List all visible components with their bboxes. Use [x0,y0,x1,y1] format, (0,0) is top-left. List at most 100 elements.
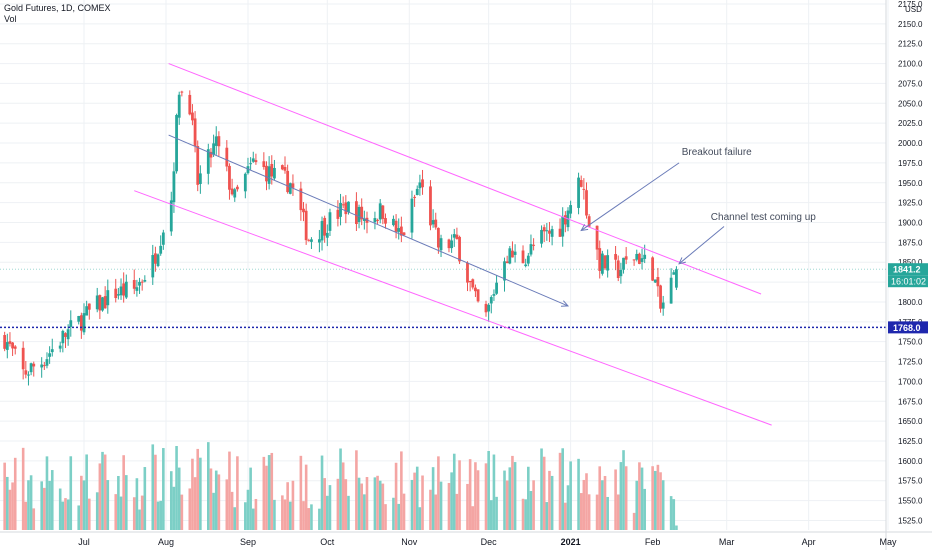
candle-body [362,218,366,221]
candle-body [267,166,271,184]
candle-body [64,333,67,337]
volume-bar [429,489,432,530]
volume-bar [162,448,165,530]
candle-body [339,202,342,217]
time-axis[interactable]: Jul Aug Sep Oct Nov Dec 2021 Feb Mar Apr May [0,531,932,547]
currency-label: USD [905,5,922,14]
volume-bar [437,456,440,530]
candle-body [82,313,86,333]
trendline-annotation-arrow-1 [580,162,680,231]
trendlines[interactable] [0,63,886,426]
candle-body [495,282,498,294]
candle-body [635,253,639,260]
trendline-channel-lower [134,190,772,426]
price-tick-label: 1725.0 [898,358,923,367]
candle-body [79,315,83,331]
volume-bar [48,480,51,530]
candles [3,90,678,386]
candle-body [235,186,239,190]
candle-body [563,215,567,225]
volume-bar [40,481,43,530]
candle-body [328,212,332,231]
volume-bar [180,494,184,530]
volume-bar [117,475,120,530]
volume-bar [122,455,125,530]
volume-bar [323,478,326,530]
candle-body [532,244,536,246]
volume-bar [318,508,321,530]
candle-body [317,239,321,243]
candle-body [392,218,395,226]
last-price-tag [888,263,928,276]
candle-body [172,171,176,203]
candle-body [434,219,438,228]
volume-bar [656,464,660,530]
volume-bar [447,482,451,530]
volume-bar [471,506,475,530]
volume-bar [188,488,192,530]
volume-bar [254,498,258,530]
price-tick-label: 2000.0 [898,139,923,148]
candle-body [58,345,62,349]
candle-body [177,94,181,118]
price-tick-label: 2175.0 [898,0,923,9]
candle-body [5,342,9,350]
volume-bar [381,483,385,530]
volume-bar [378,480,382,530]
candle-body [122,283,126,296]
volume-bar [27,480,30,530]
volume-bar [29,475,33,530]
candle-body [212,143,215,155]
candle-body [233,189,237,198]
annotation-label: Channel test coming up [711,212,817,223]
candle-body [169,200,173,232]
candle-body [505,261,509,264]
candle-body [436,227,440,248]
volume-bar [291,480,295,530]
candle-body [151,255,155,278]
candle-body [384,218,387,224]
volume-bar [513,462,517,530]
candle-body [619,270,623,277]
volume-bar [58,488,62,530]
candle-body [116,294,120,296]
candle-body [280,165,284,170]
candle-body [21,347,25,370]
volume-bar [415,466,419,530]
volume-bar [400,451,403,530]
volume-bar [43,487,46,530]
volume-bar [548,470,551,530]
price-tick-label: 2025.0 [898,119,923,128]
candle-body [8,341,12,344]
volume-bar [503,470,506,530]
volume-bar [355,450,358,530]
volume-bar [307,508,311,530]
volume-bar [151,444,155,530]
volume-bar [564,502,567,530]
volume-bar [392,497,395,530]
arrowhead [678,257,686,265]
volume-bar [172,486,176,530]
candle-body [640,258,644,262]
symbol-title[interactable]: Gold Futures, 1D, COMEX [4,3,111,13]
volume-bar [191,458,194,530]
volume-bar [566,485,570,530]
volume-bar [450,472,453,530]
volume-bar [267,455,271,530]
candle-body [521,250,525,264]
volume-label[interactable]: Vol [4,14,17,24]
volume-bar [114,494,118,530]
volume-bar [199,457,202,530]
candle-body [161,232,165,245]
candle-body [50,349,54,353]
candle-body [450,240,454,249]
time-tick-label: Nov [401,537,418,547]
volume-bar [363,494,366,530]
candle-body [230,188,234,195]
candle-body [439,238,443,251]
volume-bar [207,442,210,530]
volume-bar [619,462,623,530]
candle-body [124,281,128,298]
